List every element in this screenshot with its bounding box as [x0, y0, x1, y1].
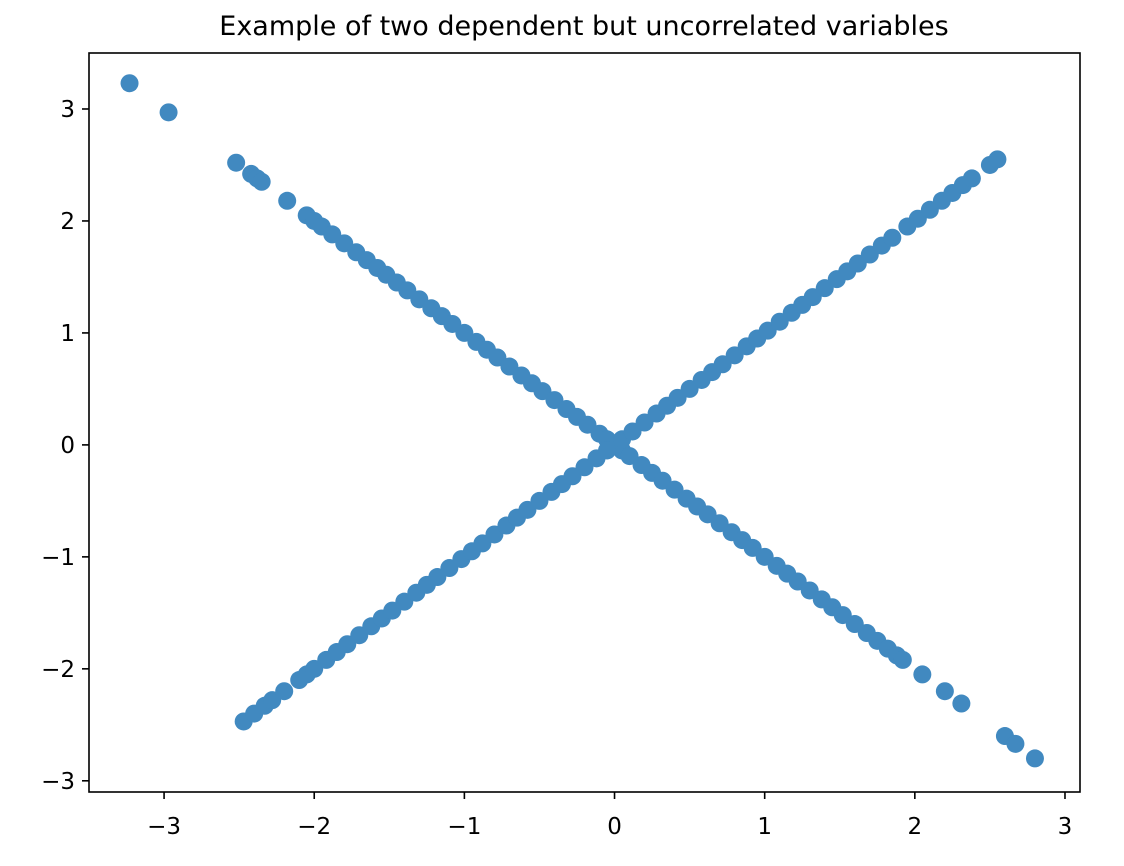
y-tick-label: 2 [60, 209, 75, 235]
data-point [275, 682, 294, 701]
x-axis: −3 −2 −1 0 1 2 3 [147, 792, 1072, 840]
data-point [1006, 734, 1025, 753]
data-point [227, 153, 246, 172]
y-tick-label: −3 [41, 769, 75, 795]
data-point [883, 228, 902, 247]
y-tick-label: 3 [60, 97, 75, 123]
data-point [952, 694, 971, 713]
x-tick-label: 0 [607, 814, 622, 840]
points-layer [120, 74, 1044, 768]
x-tick-label: 3 [1058, 814, 1073, 840]
y-axis: −3 −2 −1 0 1 2 3 [41, 97, 89, 795]
chart-title: Example of two dependent but uncorrelate… [219, 11, 948, 42]
data-point [159, 103, 178, 122]
y-tick-label: 0 [60, 433, 75, 459]
x-tick-label: −3 [147, 814, 181, 840]
y-tick-label: −2 [41, 657, 75, 683]
data-point [962, 169, 981, 188]
y-tick-label: −1 [41, 545, 75, 571]
y-tick-label: 1 [60, 321, 75, 347]
data-point [278, 191, 297, 210]
data-point [913, 665, 932, 684]
data-point [252, 172, 271, 191]
plot-area-frame [88, 52, 1081, 793]
data-point [988, 150, 1007, 169]
data-point [935, 682, 954, 701]
data-point [598, 441, 617, 460]
x-tick-label: −1 [447, 814, 481, 840]
x-tick-label: 2 [908, 814, 923, 840]
data-point [120, 74, 139, 93]
x-tick-label: 1 [757, 814, 772, 840]
x-tick-label: −2 [297, 814, 331, 840]
data-point [893, 650, 912, 669]
data-point [1025, 749, 1044, 768]
